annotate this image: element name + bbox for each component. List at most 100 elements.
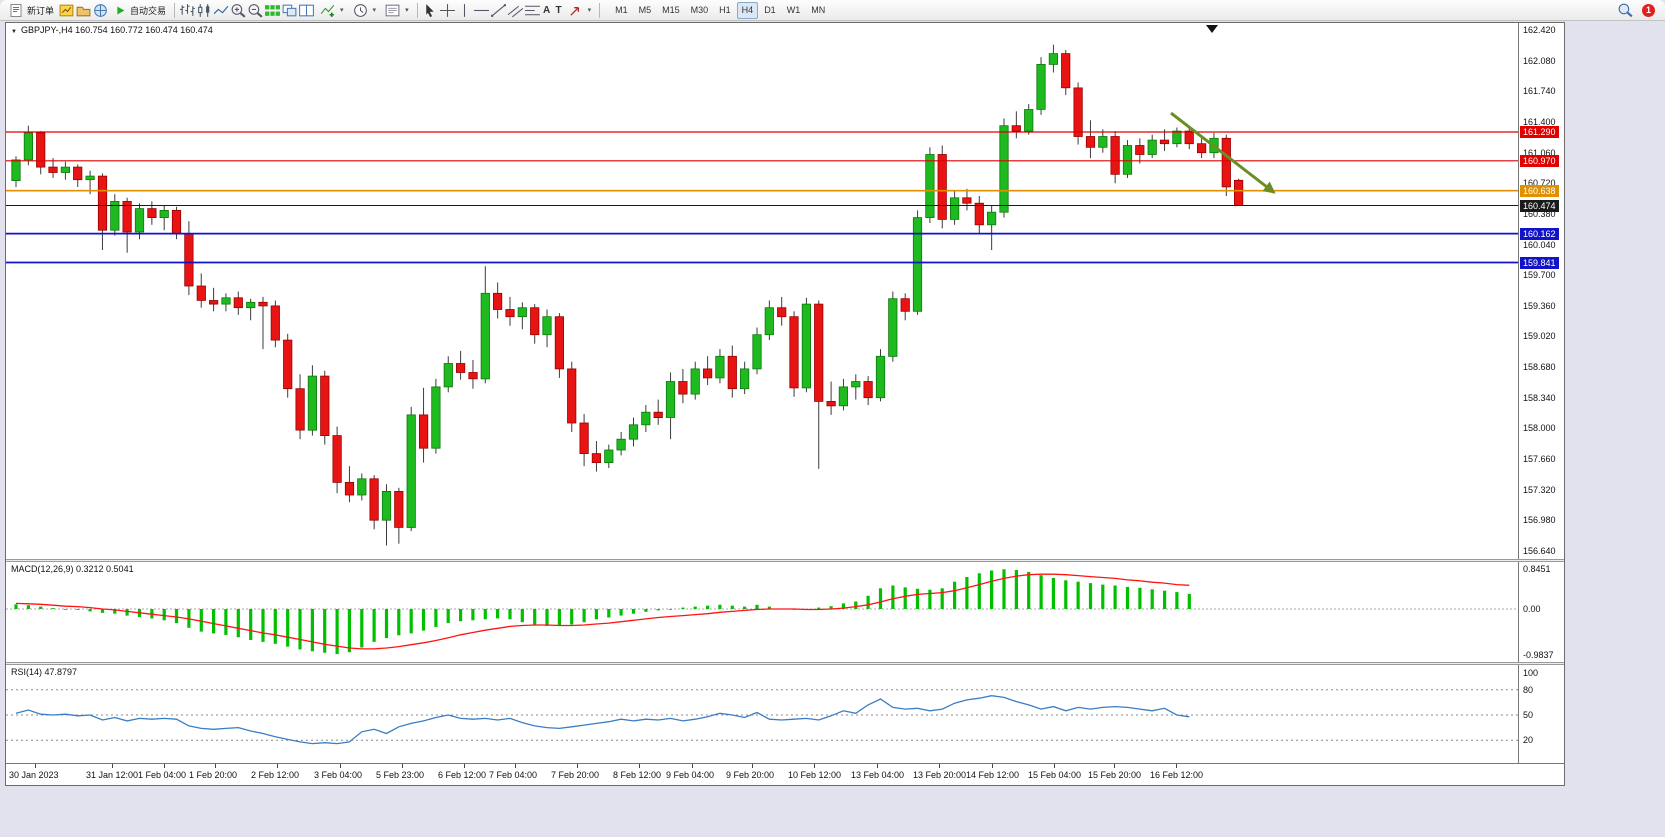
macd-axis-label: -0.9837: [1523, 650, 1554, 660]
macd-histogram-bar: [286, 609, 290, 647]
time-axis-label: 7 Feb 20:00: [551, 770, 600, 780]
time-axis-label: 7 Feb 04:00: [489, 770, 538, 780]
macd-histogram-bar: [755, 604, 759, 609]
text-tool-icon[interactable]: A: [542, 4, 551, 16]
symbol-dropdown-icon[interactable]: [11, 25, 17, 35]
indicators-button[interactable]: [315, 0, 348, 21]
bear-candle: [789, 316, 799, 389]
periods-button[interactable]: [348, 0, 381, 21]
channel-icon[interactable]: [507, 3, 524, 18]
macd-histogram-bar: [1027, 571, 1031, 609]
bull-candle: [690, 368, 700, 395]
bull-candle: [801, 303, 812, 389]
bear-candle: [332, 435, 342, 483]
auto-arrange-icon[interactable]: [264, 3, 281, 18]
bear-candle: [171, 209, 182, 235]
time-axis-tick: [277, 764, 278, 768]
zoom-out-icon[interactable]: [247, 3, 264, 18]
timeframe-d1[interactable]: D1: [764, 4, 776, 15]
bear-candle: [184, 233, 194, 287]
tile-windows-icon[interactable]: [298, 3, 315, 18]
search-icon[interactable]: [1617, 2, 1634, 18]
bull-candle: [542, 316, 552, 336]
trend-arrow-annotation[interactable]: [1170, 111, 1276, 194]
autotrading-button[interactable]: 自动交易: [109, 0, 170, 21]
bear-candle: [208, 300, 219, 305]
bull-candle: [912, 217, 923, 312]
zoom-in-icon[interactable]: [230, 3, 247, 18]
time-axis[interactable]: 30 Jan 2023 31 Jan 12:00 1 Feb 04:00 1 Feb …: [6, 763, 1564, 785]
macd-histogram-bar: [619, 609, 623, 616]
main-chart-pane[interactable]: GBPJPY-,H4 160.754 160.772 160.474 160.4…: [6, 23, 1518, 559]
notification-badge[interactable]: 1: [1642, 3, 1655, 17]
cursor-icon[interactable]: [422, 3, 439, 18]
bear-candle: [394, 490, 404, 528]
macd-histogram-bar: [656, 609, 660, 611]
new-order-label: 新订单: [27, 5, 55, 16]
macd-histogram-bar: [1113, 585, 1117, 609]
line-chart-type-icon[interactable]: [213, 3, 230, 18]
pane-splitter[interactable]: [6, 662, 1564, 665]
new-chart-icon[interactable]: [58, 3, 75, 18]
time-axis-tick: [112, 764, 113, 768]
macd-histogram-bar: [829, 606, 833, 609]
time-axis-label: 6 Feb 12:00: [438, 770, 487, 780]
horizontal-line-icon[interactable]: [473, 3, 490, 18]
bull-candle: [616, 438, 626, 451]
macd-histogram-bar: [743, 606, 747, 609]
timeframe-m30[interactable]: M30: [690, 4, 709, 15]
macd-histogram-bar: [1138, 587, 1142, 609]
trendline-icon[interactable]: [490, 3, 507, 18]
bull-candle: [246, 301, 256, 309]
macd-histogram-bar: [1125, 586, 1130, 609]
timeframe-mn[interactable]: MN: [811, 4, 826, 15]
time-axis-label: 16 Feb 12:00: [1150, 770, 1204, 780]
chart-shift-marker[interactable]: [1206, 25, 1218, 33]
macd-histogram-bar: [841, 603, 845, 609]
fibonacci-icon[interactable]: [524, 3, 541, 18]
timeframe-m5[interactable]: M5: [638, 4, 652, 15]
macd-histogram-bar: [1101, 584, 1105, 609]
pane-splitter[interactable]: [6, 559, 1564, 562]
rsi-pane[interactable]: RSI(14) 47.8797: [6, 665, 1518, 763]
time-axis-tick: [464, 764, 465, 768]
macd-histogram-bar: [88, 609, 92, 612]
label-tool-icon[interactable]: T: [555, 4, 562, 16]
new-order-button[interactable]: 新订单: [4, 0, 58, 21]
cascade-windows-icon[interactable]: [281, 3, 298, 18]
timeframe-m1[interactable]: M1: [615, 4, 628, 15]
bear-candle: [678, 381, 688, 395]
bear-candle: [1197, 143, 1207, 154]
crosshair-icon[interactable]: [439, 3, 456, 18]
chart-window: GBPJPY-,H4 160.754 160.772 160.474 160.4…: [5, 22, 1565, 786]
macd-pane[interactable]: MACD(12,26,9) 0.3212 0.5041: [6, 562, 1518, 662]
profiles-icon[interactable]: [75, 3, 92, 18]
rsi-axis-label: 100: [1523, 668, 1539, 678]
bull-candle: [987, 211, 997, 226]
timeframe-w1[interactable]: W1: [786, 4, 801, 15]
timeframe-h1[interactable]: H1: [719, 4, 731, 15]
candlestick-type-icon[interactable]: [196, 3, 213, 18]
templates-button[interactable]: [380, 0, 413, 21]
price-level-badge: 160.474: [1520, 200, 1559, 212]
bar-chart-type-icon[interactable]: [179, 3, 196, 18]
vertical-line-icon[interactable]: [456, 3, 473, 18]
macd-histogram-bar: [298, 609, 302, 650]
bull-candle: [1098, 136, 1108, 148]
timeframe-h4[interactable]: H4: [736, 1, 759, 19]
bear-candle: [1184, 130, 1194, 145]
macd-histogram-bar: [817, 607, 821, 609]
bull-candle: [23, 132, 34, 161]
price-scale[interactable]: 162.420 162.080 161.740 161.400 161.060 160.7…: [1518, 23, 1564, 763]
bear-candle: [258, 301, 268, 307]
macd-histogram-bar: [767, 606, 771, 609]
macd-histogram-bar: [706, 605, 710, 609]
macd-signal-line: [15, 573, 1190, 650]
rsi-axis-label: 50: [1523, 710, 1534, 720]
arrows-tool-button[interactable]: [565, 0, 596, 21]
timeframe-m15[interactable]: M15: [662, 4, 680, 15]
price-axis-label: 161.400: [1523, 117, 1556, 127]
market-watch-icon[interactable]: [92, 3, 109, 18]
macd-histogram-bar: [261, 609, 265, 642]
bull-candle: [1172, 130, 1182, 145]
